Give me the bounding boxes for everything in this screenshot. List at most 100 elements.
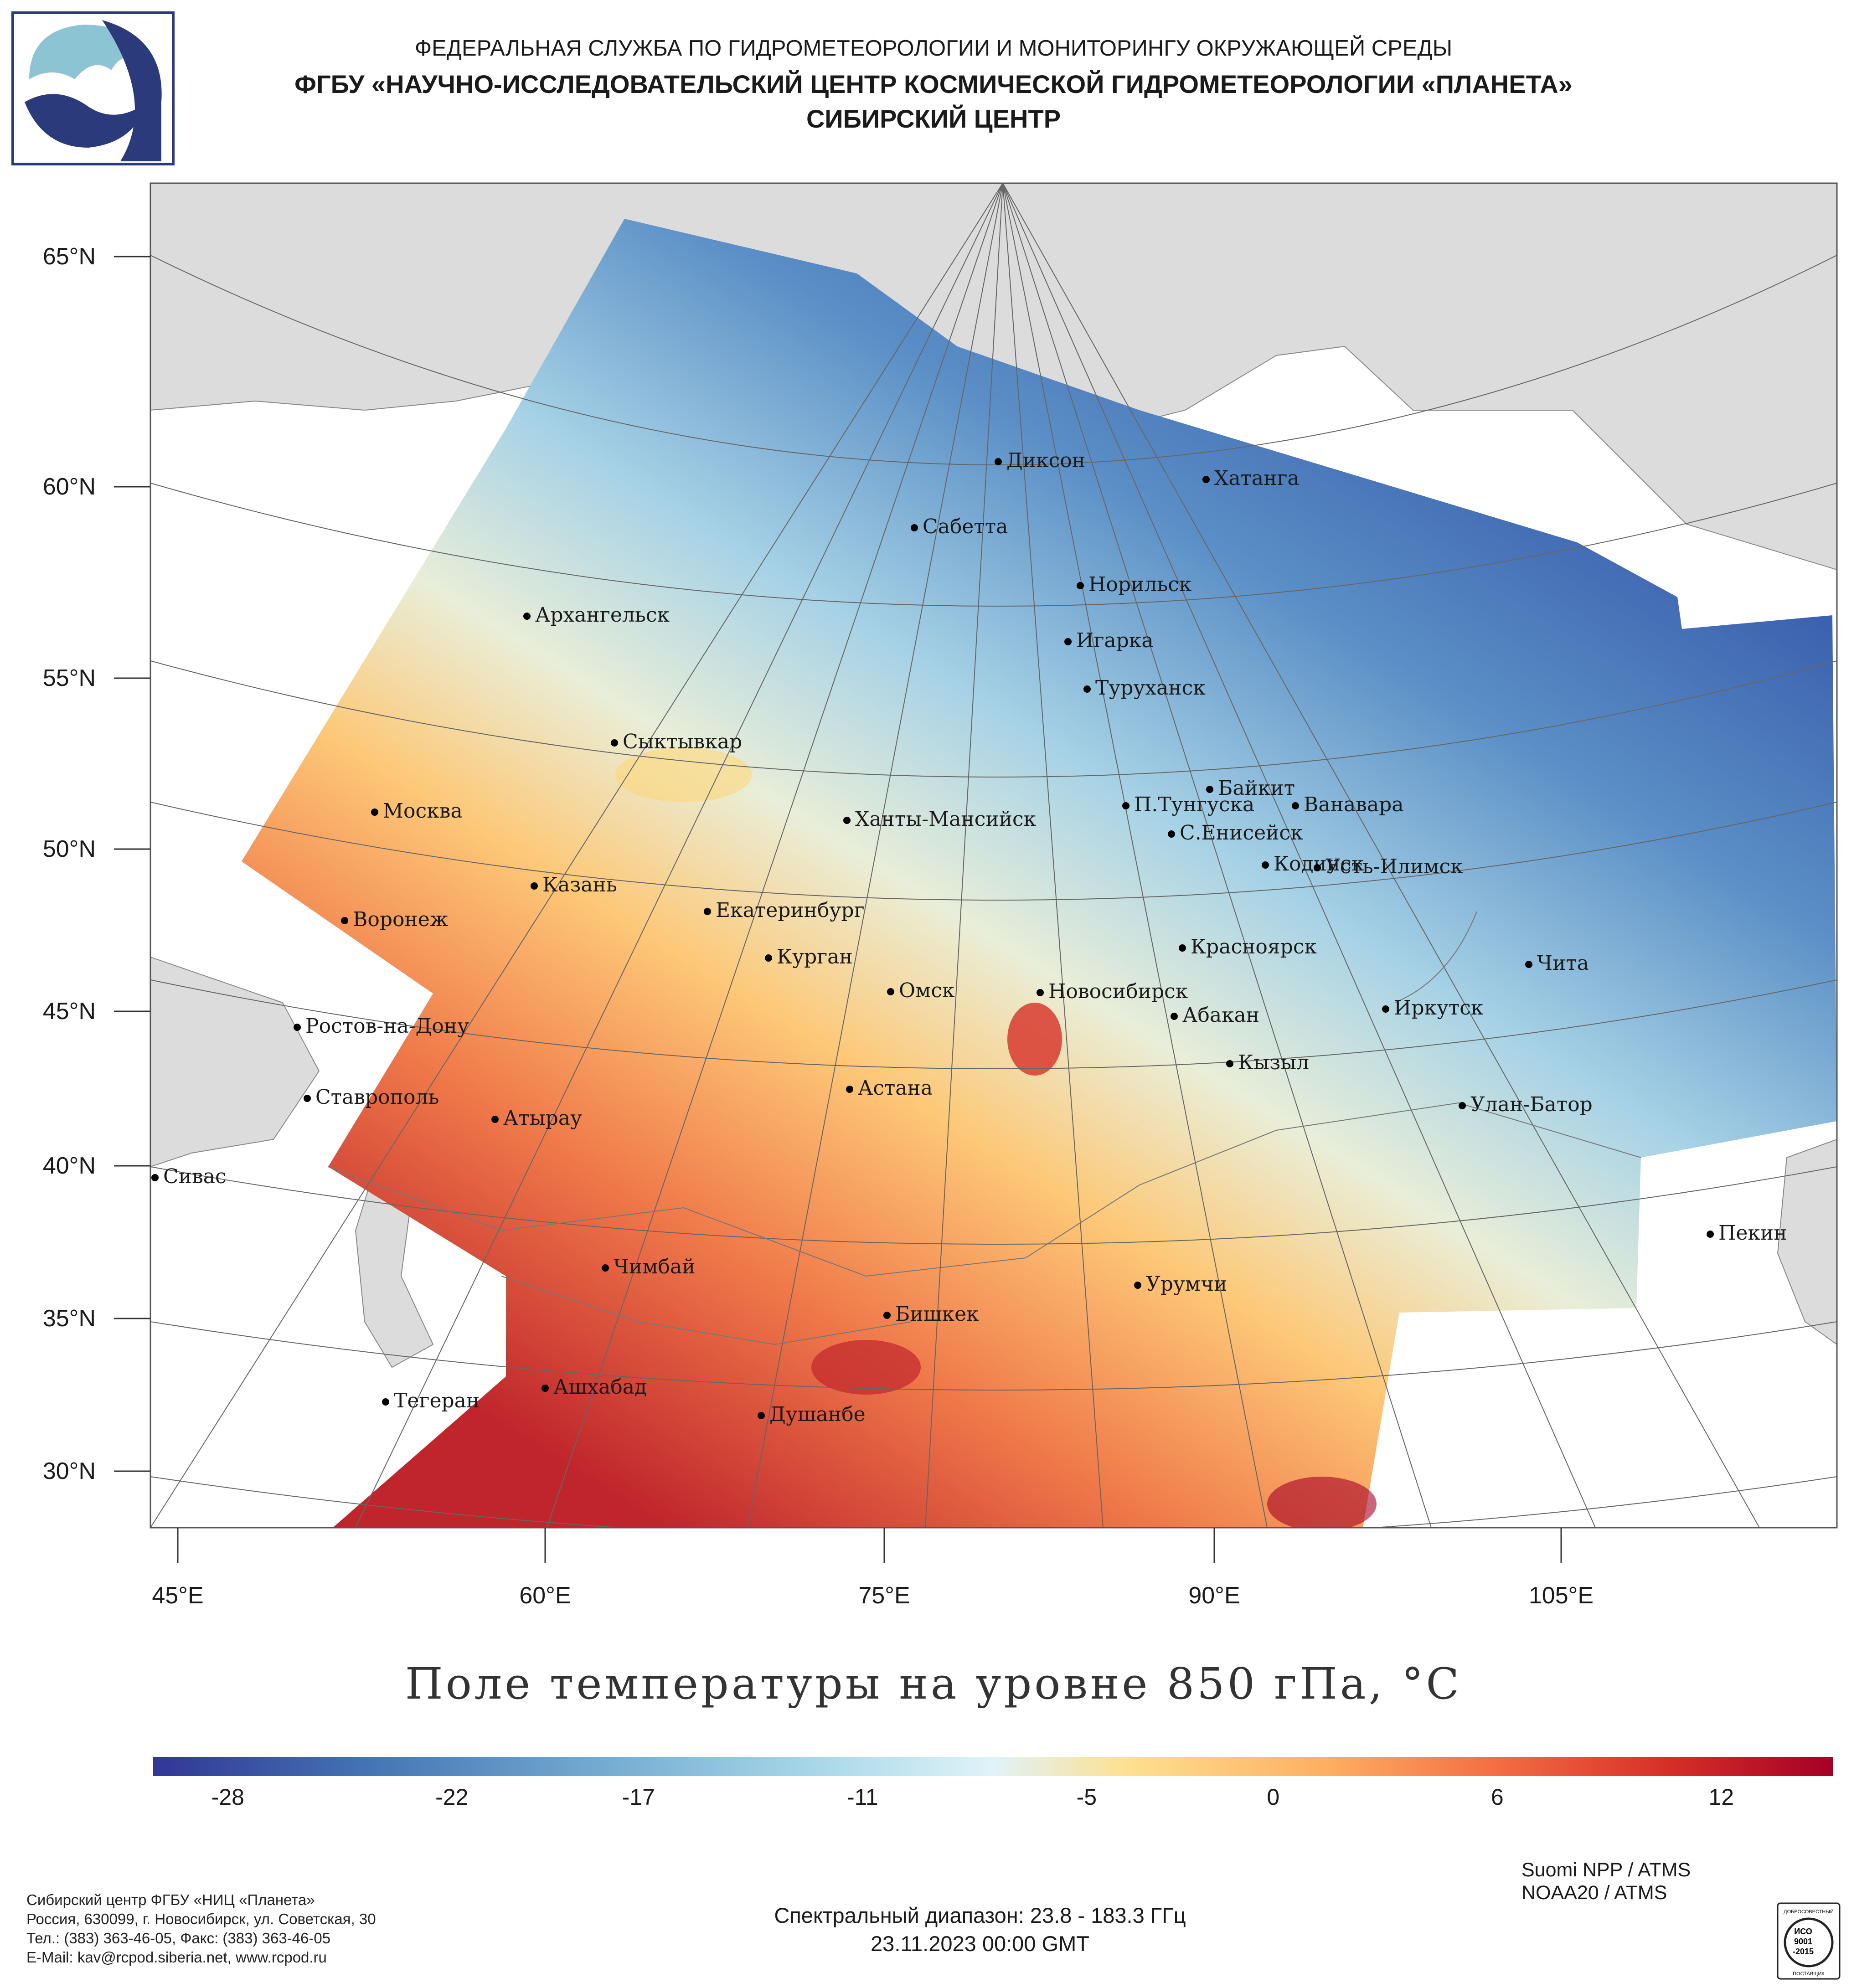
land-black-sea <box>150 956 320 1168</box>
product-info: Спектральный диапазон: 23.8 - 183.3 ГГц … <box>684 1901 1276 1958</box>
city-label: Чита <box>1537 952 1589 975</box>
city-label: Ванавара <box>1304 793 1404 816</box>
city-label: Ашхабад <box>553 1375 647 1399</box>
color-legend: -28 -22 -17 -11 -5 0 6 12 <box>153 1757 1833 1810</box>
lat-label: 45°N <box>43 998 96 1025</box>
planeta-logo <box>11 11 175 165</box>
city-label: Атырау <box>503 1107 582 1130</box>
contact-line: Сибирский центр ФГБУ «НИЦ «Планета» <box>26 1891 315 1908</box>
city-label: Улан-Батор <box>1470 1093 1593 1116</box>
city-label: Туруханск <box>1095 676 1206 700</box>
legend-ticks: -28 -22 -17 -11 -5 0 6 12 <box>211 1784 1734 1810</box>
city-label: Кызыл <box>1238 1051 1309 1074</box>
lat-label: 60°N <box>43 474 96 500</box>
legend-colorbar <box>153 1757 1833 1776</box>
city-label: Москва <box>383 799 463 823</box>
city-label: Усть-Илимск <box>1325 855 1463 878</box>
header-center: СИБИРСКИЙ ЦЕНТР <box>806 104 1061 133</box>
lat-label: 65°N <box>43 243 96 270</box>
city-label: Астана <box>858 1076 933 1100</box>
city-marker: П.Тунгуска <box>1122 793 1254 816</box>
temperature-map: 65°N 60°N 55°N 50°N 45°N 40°N 35°N 30°N … <box>43 182 1838 1609</box>
iso-certification-badge: ДОБРОСОВЕСТНЫЙ ИСО 9001 -2015 ПОСТАВЩИК <box>1777 1902 1841 1980</box>
city-label: Красноярск <box>1191 935 1317 958</box>
city-label: Норильск <box>1088 573 1191 596</box>
city-label: Урумчи <box>1146 1272 1227 1296</box>
city-marker: Москва <box>371 799 463 823</box>
legend-tick-label: -5 <box>1077 1784 1097 1810</box>
city-marker: Архангельск <box>523 603 670 627</box>
city-label: Екатеринбург <box>716 899 865 922</box>
city-label: Новосибирск <box>1048 980 1188 1003</box>
city-marker: Сивас <box>151 1165 227 1188</box>
city-marker: Хатанга <box>1202 467 1300 490</box>
spectral-range: Спектральный диапазон: 23.8 - 183.3 ГГц <box>774 1903 1186 1927</box>
city-label: Хатанга <box>1214 467 1300 490</box>
city-label: Курган <box>777 945 853 968</box>
lat-label: 40°N <box>43 1153 96 1179</box>
iso-year: -2015 <box>1793 1947 1814 1956</box>
lon-label: 45°E <box>152 1582 203 1609</box>
city-marker: Кодинск <box>1262 852 1364 876</box>
legend-tick-label: 12 <box>1708 1784 1734 1810</box>
map-title: Поле температуры на уровне 850 гПа, °C <box>405 1659 1462 1709</box>
city-marker: Ростов-на-Дону <box>294 1015 469 1038</box>
iso-number: 9001 <box>1794 1937 1812 1946</box>
city-label: Пекин <box>1718 1221 1787 1245</box>
city-marker: Байкит <box>1206 777 1295 800</box>
lat-label: 50°N <box>43 836 96 862</box>
contact-line: Тел.: (383) 363-46-05, Факс: (383) 363-4… <box>26 1930 331 1947</box>
city-marker: Игарка <box>1064 629 1154 652</box>
city-label: Диксон <box>1006 449 1085 472</box>
city-label: Ставрополь <box>315 1086 439 1109</box>
city-marker: Ванавара <box>1292 793 1404 816</box>
header-institute: ФГБУ «НАУЧНО-ИССЛЕДОВАТЕЛЬСКИЙ ЦЕНТР КОС… <box>294 70 1573 98</box>
legend-tick-label: -28 <box>211 1784 244 1810</box>
city-marker: Кызыл <box>1226 1051 1309 1074</box>
city-marker: Сыктывкар <box>611 730 742 753</box>
city-markers: Диксон Хатанга Сабетта Норильск Архангел… <box>151 449 1787 1426</box>
satellite-line: NOAA20 / ATMS <box>1521 1882 1667 1904</box>
lon-label: 105°E <box>1529 1582 1594 1609</box>
city-marker: Чита <box>1525 952 1589 975</box>
city-marker: Абакан <box>1171 1004 1259 1027</box>
city-label: Сивас <box>163 1165 227 1188</box>
city-marker: Курган <box>765 945 853 968</box>
city-marker: Бишкек <box>883 1303 979 1326</box>
city-marker: Омск <box>887 979 954 1002</box>
land-caspian <box>355 1170 434 1368</box>
city-label: Архангельск <box>535 603 670 627</box>
city-label: Сабетта <box>923 515 1008 538</box>
city-marker: Чимбай <box>602 1255 696 1278</box>
city-label: Игарка <box>1076 629 1154 652</box>
city-marker: Сабетта <box>911 515 1008 538</box>
city-label: Сыктывкар <box>623 730 742 753</box>
satellite-line: Suomi NPP / ATMS <box>1521 1859 1691 1881</box>
contact-line: E-Mail: kav@rcpod.siberia.net, www.rcpod… <box>26 1949 327 1966</box>
city-label: С.Енисейск <box>1180 821 1303 845</box>
city-label: Кодинск <box>1274 852 1364 876</box>
city-marker: Воронеж <box>341 908 448 931</box>
city-marker: Атырау <box>491 1107 582 1130</box>
lat-label: 35°N <box>43 1305 96 1332</box>
lon-label: 60°E <box>519 1582 571 1609</box>
city-marker: Душанбе <box>758 1403 866 1426</box>
city-marker: Туруханск <box>1083 676 1206 700</box>
lon-label: 90°E <box>1188 1582 1240 1609</box>
city-marker: Ставрополь <box>304 1086 439 1109</box>
city-label: Омск <box>899 979 954 1002</box>
lon-label: 75°E <box>858 1582 910 1609</box>
city-marker: Екатеринбург <box>704 899 865 922</box>
city-label: Воронеж <box>353 908 448 931</box>
city-label: Бишкек <box>895 1303 979 1326</box>
city-marker: Улан-Батор <box>1459 1093 1593 1116</box>
city-label: П.Тунгуска <box>1134 793 1254 816</box>
contact-info: Сибирский центр ФГБУ «НИЦ «Планета» Росс… <box>26 1890 376 1967</box>
iso-text-bottom: ПОСТАВЩИК <box>1793 1971 1825 1977</box>
city-label: Байкит <box>1218 777 1295 800</box>
land-east <box>1777 1138 1837 1345</box>
legend-tick-label: -22 <box>435 1784 468 1810</box>
city-marker: Ашхабад <box>542 1375 647 1399</box>
satellite-list: Suomi NPP / ATMS NOAA20 / ATMS <box>1521 1859 1691 1904</box>
iso-text-top: ДОБРОСОВЕСТНЫЙ <box>1784 1909 1834 1915</box>
